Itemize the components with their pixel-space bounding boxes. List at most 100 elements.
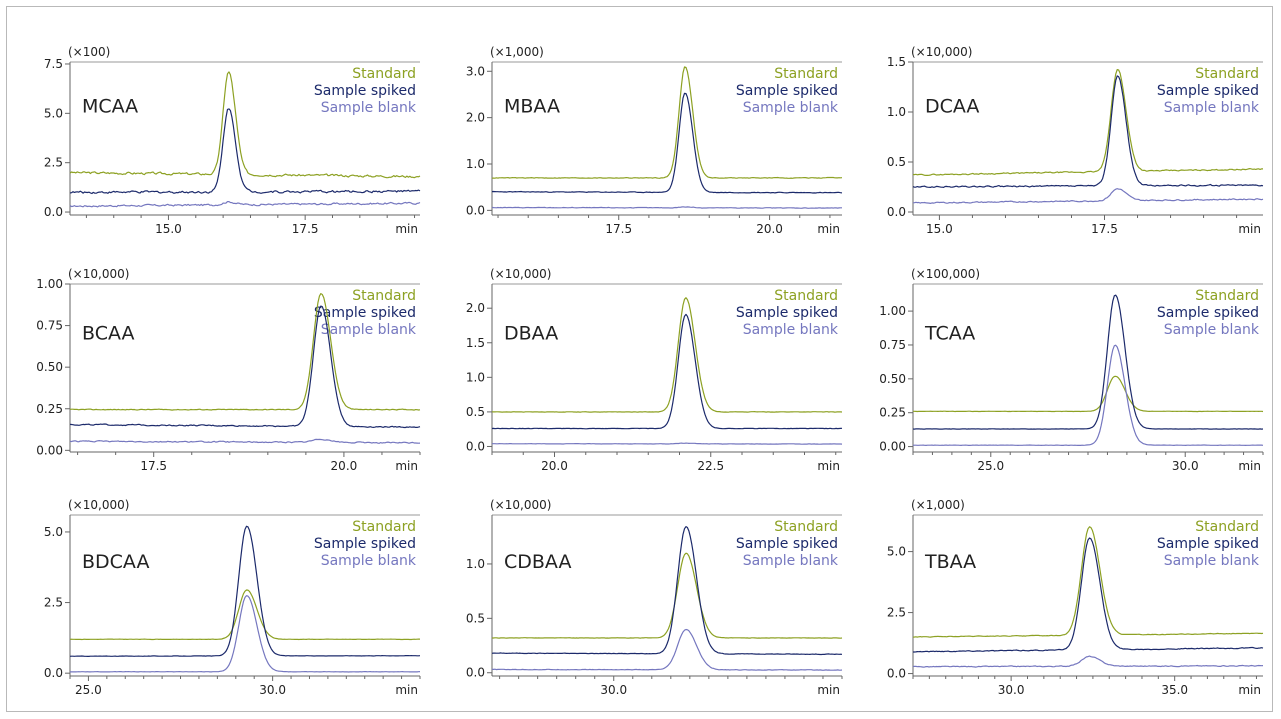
y-tick-label: 0.75 bbox=[879, 338, 906, 352]
y-tick-label: 5.0 bbox=[887, 545, 906, 559]
y-tick-label: 3.0 bbox=[466, 64, 485, 78]
x-tick-label: 30.0 bbox=[1172, 459, 1199, 473]
legend-label-blank: Sample blank bbox=[743, 100, 839, 116]
legend-label-standard: Standard bbox=[352, 519, 416, 535]
legend-label-spiked: Sample spiked bbox=[314, 536, 416, 552]
y-tick-label: 1.0 bbox=[466, 557, 485, 571]
y-tick-label: 0.0 bbox=[466, 203, 485, 217]
x-unit-label: min bbox=[817, 222, 840, 236]
y-tick-label: 1.0 bbox=[466, 157, 485, 171]
y-tick-label: 2.5 bbox=[44, 156, 63, 170]
trace-spiked bbox=[491, 92, 843, 194]
y-multiplier-label: (×1,000) bbox=[490, 45, 544, 59]
trace-blank bbox=[69, 438, 421, 444]
legend-label-blank: Sample blank bbox=[1164, 553, 1260, 569]
compound-name: BCAA bbox=[82, 322, 135, 344]
trace-standard bbox=[69, 293, 421, 411]
y-tick-label: 0.00 bbox=[879, 440, 906, 454]
x-unit-label: min bbox=[1238, 683, 1261, 697]
y-multiplier-label: (×10,000) bbox=[68, 498, 129, 512]
figure-frame bbox=[6, 6, 1273, 712]
y-tick-label: 0.0 bbox=[466, 666, 485, 680]
trace-spiked bbox=[69, 108, 421, 195]
legend-label-spiked: Sample spiked bbox=[1157, 536, 1259, 552]
legend-label-standard: Standard bbox=[774, 66, 838, 82]
legend-label-standard: Standard bbox=[352, 288, 416, 304]
compound-name: TCAA bbox=[924, 322, 975, 344]
x-tick-label: 30.0 bbox=[259, 683, 286, 697]
x-tick-label: 30.0 bbox=[998, 683, 1025, 697]
y-tick-label: 7.5 bbox=[44, 57, 63, 71]
legend-label-spiked: Sample spiked bbox=[736, 305, 838, 321]
y-tick-label: 5.0 bbox=[44, 525, 63, 539]
compound-name: TBAA bbox=[924, 551, 976, 573]
y-tick-label: 1.0 bbox=[887, 105, 906, 119]
compound-name: MCAA bbox=[82, 95, 138, 117]
legend-label-blank: Sample blank bbox=[321, 322, 417, 338]
y-tick-label: 1.5 bbox=[466, 336, 485, 350]
trace-standard bbox=[491, 297, 843, 413]
legend-label-standard: Standard bbox=[1195, 288, 1259, 304]
x-tick-label: 17.5 bbox=[140, 459, 167, 473]
y-tick-label: 1.00 bbox=[36, 277, 63, 291]
y-tick-label: 0.75 bbox=[36, 319, 63, 333]
legend-label-spiked: Sample spiked bbox=[1157, 83, 1259, 99]
trace-blank bbox=[912, 655, 1264, 668]
trace-blank bbox=[70, 595, 421, 673]
x-tick-label: 30.0 bbox=[600, 683, 627, 697]
y-tick-label: 1.00 bbox=[879, 304, 906, 318]
legend-label-blank: Sample blank bbox=[743, 322, 839, 338]
trace-blank bbox=[491, 206, 842, 209]
y-tick-label: 0.0 bbox=[887, 205, 906, 219]
x-tick-label: 17.5 bbox=[605, 222, 632, 236]
x-unit-label: min bbox=[817, 683, 840, 697]
legend-label-blank: Sample blank bbox=[321, 553, 417, 569]
legend-label-standard: Standard bbox=[1195, 66, 1259, 82]
trace-blank bbox=[69, 201, 421, 208]
x-tick-label: 17.5 bbox=[1091, 222, 1118, 236]
x-tick-label: 20.0 bbox=[541, 459, 568, 473]
y-multiplier-label: (×1,000) bbox=[911, 498, 965, 512]
trace-standard bbox=[69, 589, 420, 641]
y-tick-label: 2.0 bbox=[466, 301, 485, 315]
y-multiplier-label: (×10,000) bbox=[911, 45, 972, 59]
y-multiplier-label: (×10,000) bbox=[68, 267, 129, 281]
x-unit-label: min bbox=[1238, 222, 1261, 236]
trace-standard bbox=[912, 68, 1263, 176]
trace-standard bbox=[912, 526, 1264, 638]
legend-label-standard: Standard bbox=[774, 288, 838, 304]
trace-spiked bbox=[69, 305, 421, 429]
y-tick-label: 0.50 bbox=[36, 360, 63, 374]
x-unit-label: min bbox=[395, 683, 418, 697]
trace-standard bbox=[492, 552, 843, 639]
y-tick-label: 1.0 bbox=[466, 370, 485, 384]
x-unit-label: min bbox=[817, 459, 840, 473]
legend-label-standard: Standard bbox=[1195, 519, 1259, 535]
legend-label-spiked: Sample spiked bbox=[314, 305, 416, 321]
y-multiplier-label: (×100) bbox=[68, 45, 110, 59]
trace-spiked bbox=[913, 537, 1264, 653]
y-tick-label: 0.50 bbox=[879, 372, 906, 386]
y-tick-label: 2.0 bbox=[466, 111, 485, 125]
y-tick-label: 0.0 bbox=[887, 667, 906, 681]
compound-name: BDCAA bbox=[82, 551, 149, 573]
trace-blank bbox=[912, 188, 1264, 204]
x-tick-label: 15.0 bbox=[926, 222, 953, 236]
compound-name: CDBAA bbox=[504, 551, 571, 573]
legend-label-blank: Sample blank bbox=[743, 553, 839, 569]
legend-label-blank: Sample blank bbox=[321, 100, 417, 116]
y-tick-label: 0.00 bbox=[36, 443, 63, 457]
y-tick-label: 0.0 bbox=[44, 205, 63, 219]
y-multiplier-label: (×100,000) bbox=[911, 267, 980, 281]
y-tick-label: 0.5 bbox=[466, 405, 485, 419]
trace-spiked bbox=[912, 75, 1264, 188]
legend-label-spiked: Sample spiked bbox=[736, 83, 838, 99]
trace-spiked bbox=[912, 294, 1264, 430]
x-tick-label: 20.0 bbox=[331, 459, 358, 473]
legend-label-spiked: Sample spiked bbox=[736, 536, 838, 552]
trace-standard bbox=[492, 66, 843, 179]
trace-blank bbox=[491, 628, 843, 671]
legend-label-blank: Sample blank bbox=[1164, 100, 1260, 116]
trace-standard bbox=[69, 71, 421, 179]
trace-spiked bbox=[491, 313, 843, 430]
